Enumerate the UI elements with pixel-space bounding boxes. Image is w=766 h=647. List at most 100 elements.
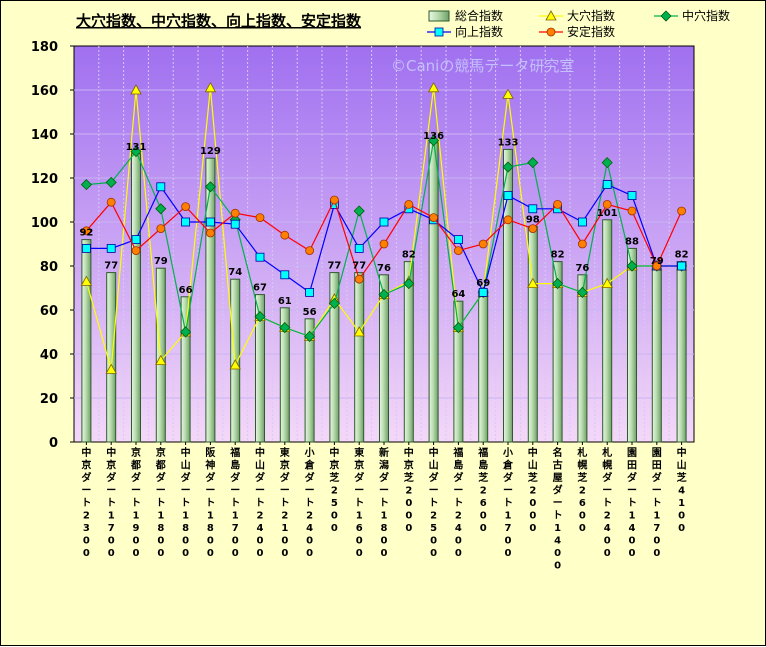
- point-circle: [131, 246, 141, 256]
- x-tick-label: 名古屋ダート 1 4 0 0: [553, 446, 563, 572]
- point-square: [255, 252, 265, 262]
- x-tick-label: 札幌芝 2 6 0 0: [576, 446, 587, 534]
- bar-value-label: 79: [154, 256, 168, 267]
- point-square: [156, 182, 166, 192]
- bar-value-label: 77: [352, 261, 366, 272]
- point-circle: [379, 239, 389, 249]
- bar: [602, 219, 613, 443]
- x-tick-label: 福島ダート 2 4 0 0: [452, 446, 463, 559]
- point-square: [503, 191, 513, 201]
- point-diamond: [105, 176, 117, 188]
- x-tick-label: 小倉ダート 2 4 0 0: [304, 446, 316, 559]
- point-square: [453, 235, 463, 245]
- x-tick-label: 園田ダート 1 7 0 0: [652, 447, 662, 559]
- y-tick-label: 160: [31, 84, 58, 99]
- point-circle: [528, 224, 538, 234]
- x-tick-label: 中京芝 2 0 0 0: [404, 446, 414, 534]
- watermark: ©Caniの競馬データ研究室: [391, 57, 574, 75]
- point-diamond: [378, 289, 390, 301]
- bar-value-label: 131: [126, 142, 147, 153]
- point-square: [528, 204, 538, 214]
- bar-value-label: 82: [551, 250, 565, 261]
- point-square: [205, 217, 215, 227]
- bar-value-label: 88: [625, 236, 639, 247]
- bar-value-label: 101: [597, 208, 618, 219]
- point-diamond: [502, 161, 514, 173]
- point-circle: [404, 199, 414, 209]
- x-tick-label: 中京芝 2 5 0 0: [329, 446, 339, 534]
- bar-value-label: 79: [650, 256, 664, 267]
- point-square: [602, 180, 612, 190]
- point-square: [305, 287, 315, 297]
- point-triangle: [353, 326, 365, 337]
- bar-value-label: 92: [79, 228, 93, 239]
- point-triangle: [601, 277, 613, 289]
- point-square: [627, 191, 637, 201]
- bar-value-label: 77: [104, 261, 118, 272]
- point-diamond: [328, 297, 340, 309]
- bar: [478, 289, 489, 443]
- legend-item: 向上指数: [427, 24, 503, 39]
- point-circle: [602, 199, 612, 209]
- x-tick-label: 中京ダート 1 7 0 0: [106, 446, 116, 559]
- chart-title: 大穴指数、中穴指数、向上指数、安定指数: [76, 12, 362, 30]
- point-triangle: [80, 275, 93, 286]
- bar: [131, 153, 141, 443]
- point-circle: [106, 197, 116, 207]
- x-tick-label: 中山芝 2 0 0 0: [528, 446, 538, 534]
- legend-item: 中穴指数: [654, 8, 730, 23]
- point-diamond: [180, 326, 192, 338]
- bar-value-label: 67: [253, 283, 267, 294]
- point-square: [181, 217, 191, 227]
- point-square: [82, 243, 91, 253]
- point-diamond: [428, 135, 440, 147]
- y-tick-label: 40: [40, 348, 58, 363]
- point-square: [131, 235, 141, 245]
- point-triangle: [527, 277, 539, 289]
- point-square: [106, 243, 116, 253]
- bar-value-label: 129: [200, 146, 221, 157]
- legend-label: 向上指数: [455, 24, 503, 39]
- series-lines: [80, 81, 688, 374]
- point-diamond: [130, 146, 142, 158]
- point-circle: [578, 239, 587, 249]
- bar-value-label: 82: [402, 250, 416, 261]
- point-circle: [82, 226, 91, 236]
- bar-value-label: 74: [228, 267, 242, 278]
- point-circle: [429, 213, 439, 223]
- point-square: [280, 270, 290, 280]
- series: [80, 135, 688, 342]
- point-circle: [553, 199, 562, 209]
- point-diamond: [626, 260, 638, 272]
- bar: [627, 247, 637, 443]
- point-square: [578, 217, 587, 227]
- point-circle: [453, 246, 463, 256]
- point-diamond: [304, 330, 316, 342]
- point-square: [677, 261, 686, 271]
- bar: [354, 272, 365, 443]
- point-circle: [354, 274, 364, 284]
- point-diamond: [576, 286, 588, 298]
- x-tick-label: 福島芝 2 6 0 0: [477, 446, 488, 534]
- y-tick-label: 0: [49, 436, 58, 451]
- y-axis: 0 20 40 60 80 100 120 140 160 180: [31, 40, 74, 451]
- point-triangle: [130, 84, 142, 95]
- point-diamond: [452, 322, 464, 334]
- point-diamond: [552, 278, 564, 290]
- x-tick-label: 中山芝 4 1 0 0: [677, 446, 687, 534]
- x-tick-label: 札幌ダート 2 4 0 0: [601, 446, 612, 559]
- legend-item: 大穴指数: [539, 8, 615, 23]
- x-tick-label: 京都ダート 1 9 0 0: [130, 446, 141, 559]
- point-diamond: [279, 322, 291, 334]
- bar-value-label: 69: [476, 278, 490, 289]
- series: [82, 195, 686, 284]
- x-tick-label: 東京ダート 2 1 0 0: [280, 446, 290, 559]
- bar-value-label: 61: [278, 296, 292, 307]
- point-circle: [230, 208, 240, 218]
- legend-label: 中穴指数: [682, 8, 730, 23]
- point-diamond: [601, 157, 613, 169]
- legend-label: 総合指数: [455, 8, 503, 23]
- x-tick-label: 中山ダート 1 8 0 0: [181, 446, 191, 559]
